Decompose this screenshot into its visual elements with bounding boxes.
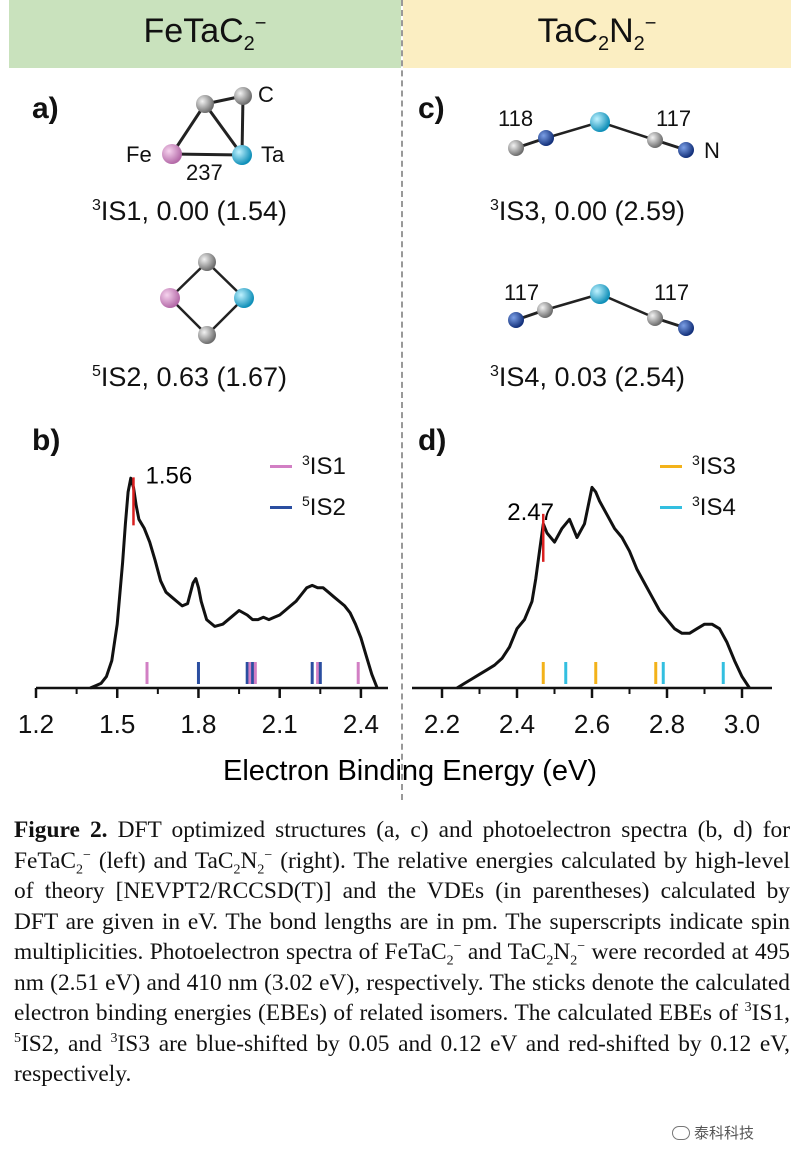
bond-length-is3-right: 117 — [656, 106, 692, 131]
isomer-label-is1: 3IS1, 0.00 (1.54) — [92, 196, 288, 226]
bond-length-is4-left: 117 — [504, 280, 540, 305]
legend-item-is3: 3IS3 — [660, 452, 736, 481]
spectrum-line — [89, 476, 379, 690]
x-tick-label: 3.0 — [724, 709, 760, 739]
legend-b: 3IS1 5IS2 — [270, 452, 346, 522]
legend-item-is4: 3IS4 — [660, 493, 736, 522]
peak-label-b: 1.56 — [145, 462, 192, 489]
panel-label-d: d) — [418, 424, 447, 457]
bond-length-is3-left: 118 — [498, 106, 534, 131]
column-divider — [401, 0, 403, 800]
structure-is2 — [160, 253, 254, 344]
molecular-structures — [160, 87, 694, 344]
x-tick-label: 1.5 — [99, 709, 135, 739]
panel-label-a: a) — [32, 92, 59, 125]
isomer-label-is3: 3IS3, 0.00 (2.59) — [490, 196, 686, 226]
spectrum-d: 2.2 2.4 2.6 2.8 3.0 — [412, 485, 772, 739]
legend-d: 3IS3 3IS4 — [660, 452, 736, 522]
atom-label-fe: Fe — [126, 142, 152, 167]
isomer-label-is2: 5IS2, 0.63 (1.67) — [92, 362, 288, 392]
x-tick-label: 1.8 — [180, 709, 216, 739]
x-axis-label: Electron Binding Energy (eV) — [223, 755, 597, 787]
chat-bubble-icon — [672, 1125, 690, 1140]
watermark: 泰科科技 — [672, 1122, 754, 1143]
x-tick-label: 1.2 — [18, 709, 54, 739]
left-column-header: FeTaC2− — [9, 0, 401, 68]
atom-label-ta: Ta — [261, 142, 285, 167]
spectrum-line — [456, 485, 751, 690]
legend-swatch-is4 — [660, 506, 682, 509]
x-tick-label: 2.6 — [574, 709, 610, 739]
bond-length-is4-right: 117 — [654, 280, 690, 305]
legend-item-is1: 3IS1 — [270, 452, 346, 481]
x-tick-label: 2.1 — [262, 709, 298, 739]
x-tick-label: 2.2 — [424, 709, 460, 739]
legend-item-is2: 5IS2 — [270, 493, 346, 522]
atom-label-c: C — [258, 82, 274, 107]
x-tick-label: 2.4 — [499, 709, 535, 739]
structure-is1 — [162, 87, 252, 165]
photoelectron-spectra: 1.2 1.5 1.8 2.1 2.4 2.2 2.4 2.6 2.8 3.0 1.56 2.4… — [18, 462, 772, 787]
right-column-header: TaC2N2− — [403, 0, 791, 68]
structure-is3 — [508, 112, 694, 158]
peak-label-d: 2.47 — [507, 499, 554, 526]
atom-label-n: N — [704, 138, 720, 163]
x-tick-label: 2.4 — [343, 709, 379, 739]
x-tick-label: 2.8 — [649, 709, 685, 739]
panel-label-b: b) — [32, 424, 61, 457]
isomer-label-is4: 3IS4, 0.03 (2.54) — [490, 362, 686, 392]
legend-swatch-is1 — [270, 465, 292, 468]
legend-swatch-is2 — [270, 506, 292, 509]
structure-is4 — [508, 284, 694, 336]
panel-label-c: c) — [418, 92, 445, 125]
legend-swatch-is3 — [660, 465, 682, 468]
figure-caption: Figure 2. DFT optimized structures (a, c… — [14, 817, 791, 1087]
spectrum-b: 1.2 1.5 1.8 2.1 2.4 — [18, 476, 388, 739]
left-header-formula: FeTaC2− — [143, 12, 267, 55]
right-header-formula: TaC2N2− — [537, 12, 657, 55]
bond-length-fe-ta: 237 — [186, 160, 223, 185]
caption-figure-number: Figure 2. — [14, 817, 108, 843]
